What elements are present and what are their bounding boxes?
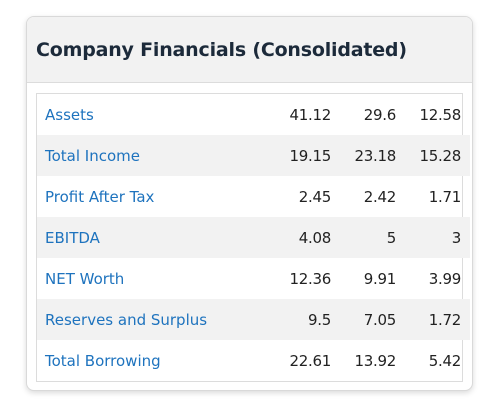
table-row: Reserves and Surplus 9.5 7.05 1.72 — [37, 299, 470, 340]
row-label-assets[interactable]: Assets — [45, 105, 94, 124]
table-cell: 23.18 — [354, 146, 397, 165]
table-cell: 3 — [451, 228, 462, 247]
table-cell: 41.12 — [289, 105, 332, 124]
financials-table-wrapper: Assets 41.12 29.6 12.58 Total Income 19.… — [36, 93, 470, 382]
row-label-total-income[interactable]: Total Income — [45, 146, 140, 165]
table-row: NET Worth 12.36 9.91 3.99 — [37, 258, 470, 299]
row-label-net-worth[interactable]: NET Worth — [45, 269, 125, 288]
card-title: Company Financials (Consolidated) — [36, 38, 407, 61]
table-cell: 15.28 — [419, 146, 462, 165]
table-cell: 2.45 — [298, 187, 332, 206]
table-row: Assets 41.12 29.6 12.58 — [37, 94, 470, 135]
table-cell: 12.58 — [419, 105, 462, 124]
card-header: Company Financials (Consolidated) — [27, 17, 472, 83]
table-row: EBITDA 4.08 5 3 — [37, 217, 470, 258]
financials-card: Company Financials (Consolidated) Assets… — [26, 16, 473, 391]
row-label-ebitda[interactable]: EBITDA — [45, 228, 100, 247]
table-cell: 12.36 — [289, 269, 332, 288]
table-cell: 9.91 — [363, 269, 397, 288]
row-label-total-borrowing[interactable]: Total Borrowing — [45, 351, 161, 370]
row-label-reserves-and-surplus[interactable]: Reserves and Surplus — [45, 310, 208, 329]
table-cell: 19.15 — [289, 146, 332, 165]
table-cell: 9.5 — [308, 310, 331, 329]
table-cell: 1.71 — [428, 187, 462, 206]
table-row: Total Borrowing 22.61 13.92 5.42 — [37, 340, 470, 381]
table-cell: 13.92 — [354, 351, 397, 370]
table-cell: 29.6 — [363, 105, 397, 124]
table-cell: 1.72 — [428, 310, 462, 329]
table-cell: 22.61 — [289, 351, 332, 370]
row-label-profit-after-tax[interactable]: Profit After Tax — [45, 187, 155, 206]
table-row: Total Income 19.15 23.18 15.28 — [37, 135, 470, 176]
financials-table: Assets 41.12 29.6 12.58 Total Income 19.… — [37, 94, 470, 381]
table-cell: 4.08 — [298, 228, 332, 247]
table-cell: 5.42 — [428, 351, 462, 370]
table-cell: 3.99 — [428, 269, 462, 288]
table-row: Profit After Tax 2.45 2.42 1.71 — [37, 176, 470, 217]
table-cell: 5 — [386, 228, 397, 247]
table-cell: 2.42 — [363, 187, 397, 206]
table-cell: 7.05 — [363, 310, 397, 329]
